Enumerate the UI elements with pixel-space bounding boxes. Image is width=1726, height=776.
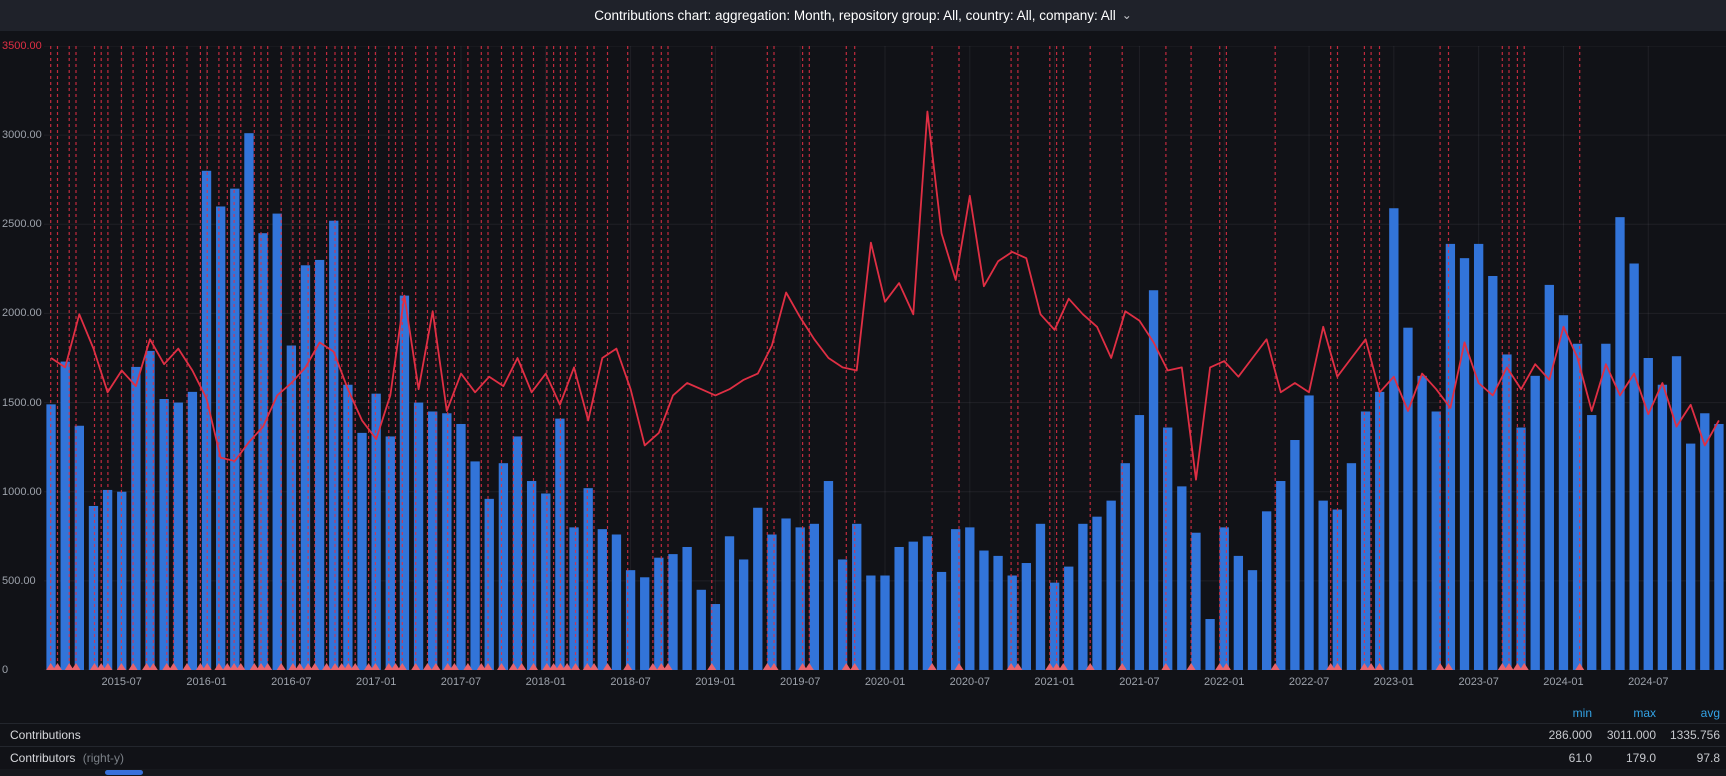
y-axis-label: 1500.00 (2, 396, 42, 409)
x-axis: 2015-07 2016-01 2016-07 2017-01 2017-07 2018-… (0, 676, 1726, 692)
chart-plot[interactable] (44, 46, 1726, 670)
x-axis-label: 2021-01 (1034, 676, 1075, 688)
contributors-max-value: 179.0 (1625, 751, 1656, 765)
chevron-down-icon: ⌄ (1121, 7, 1132, 22)
x-axis-label: 2022-01 (1204, 676, 1245, 688)
x-axis-label: 2023-07 (1458, 676, 1499, 688)
x-axis-label: 2022-07 (1288, 676, 1330, 688)
panel-title: Contributions chart: aggregation: Month,… (594, 8, 1116, 23)
x-axis-label: 2017-01 (355, 676, 397, 688)
y-axis-label: 0 (2, 664, 9, 676)
x-axis-label: 2024-01 (1543, 676, 1584, 688)
x-axis-label: 2018-01 (525, 676, 566, 688)
horizontal-scrollbar-thumb[interactable] (105, 770, 143, 775)
y-axis-label: 2000.00 (2, 307, 42, 320)
y-axis-label: 500.00 (2, 574, 36, 587)
legend: min max avg Contributions 286.000 3011.0… (0, 703, 1726, 769)
x-axis-label: 2024-07 (1628, 676, 1669, 688)
x-axis-label: 2016-07 (271, 676, 312, 688)
x-axis-label: 2023-01 (1373, 676, 1415, 688)
annotation-markers (46, 663, 1585, 670)
legend-col-min[interactable]: min (1572, 706, 1592, 720)
panel-title-dropdown[interactable]: Contributions chart: aggregation: Month,… (594, 8, 1132, 23)
right-axis-tag: (right-y) (82, 751, 125, 765)
x-axis-label: 2016-01 (186, 676, 227, 688)
contributions-max-value: 3011.000 (1606, 728, 1656, 742)
contributors-min-value: 61.0 (1568, 751, 1592, 765)
x-axis-label: 2018-07 (610, 676, 651, 688)
horizontal-scrollbar (0, 769, 1726, 776)
legend-col-avg[interactable]: avg (1700, 706, 1720, 720)
x-axis-label: 2019-01 (695, 676, 736, 688)
annotation-lines (50, 46, 1581, 670)
legend-header-row: min max avg (0, 703, 1726, 723)
legend-col-max[interactable]: max (1633, 706, 1656, 720)
line-contributors (50, 110, 1720, 481)
series-toggle-contributions[interactable]: Contributions (10, 728, 81, 742)
x-axis-label: 2015-07 (101, 676, 142, 688)
contributors-avg-value: 97.8 (1696, 751, 1720, 765)
x-axis-label: 2019-07 (780, 676, 821, 688)
panel-header: Contributions chart: aggregation: Month,… (0, 0, 1726, 31)
y-axis-label: 3000.00 (2, 129, 42, 142)
y-axis-label: 1000.00 (2, 485, 42, 498)
contributions-min-value: 286.000 (1548, 728, 1592, 742)
y-axis-label: 3500.00 (2, 40, 42, 52)
legend-row-contributions: Contributions 286.000 3011.000 1335.756 (0, 723, 1726, 746)
legend-row-contributors: Contributors (right-y) 61.0 179.0 97.8 (0, 746, 1726, 769)
plot-area[interactable] (44, 46, 1726, 670)
x-axis-label: 2020-01 (864, 676, 906, 688)
contributions-avg-value: 1335.756 (1669, 728, 1720, 742)
series-toggle-contributors[interactable]: Contributors (10, 751, 76, 765)
x-axis-label: 2021-07 (1119, 676, 1160, 688)
y-axis-label: 2500.00 (2, 218, 42, 231)
x-axis-label: 2020-07 (949, 676, 990, 688)
x-axis-label: 2017-07 (440, 676, 482, 688)
